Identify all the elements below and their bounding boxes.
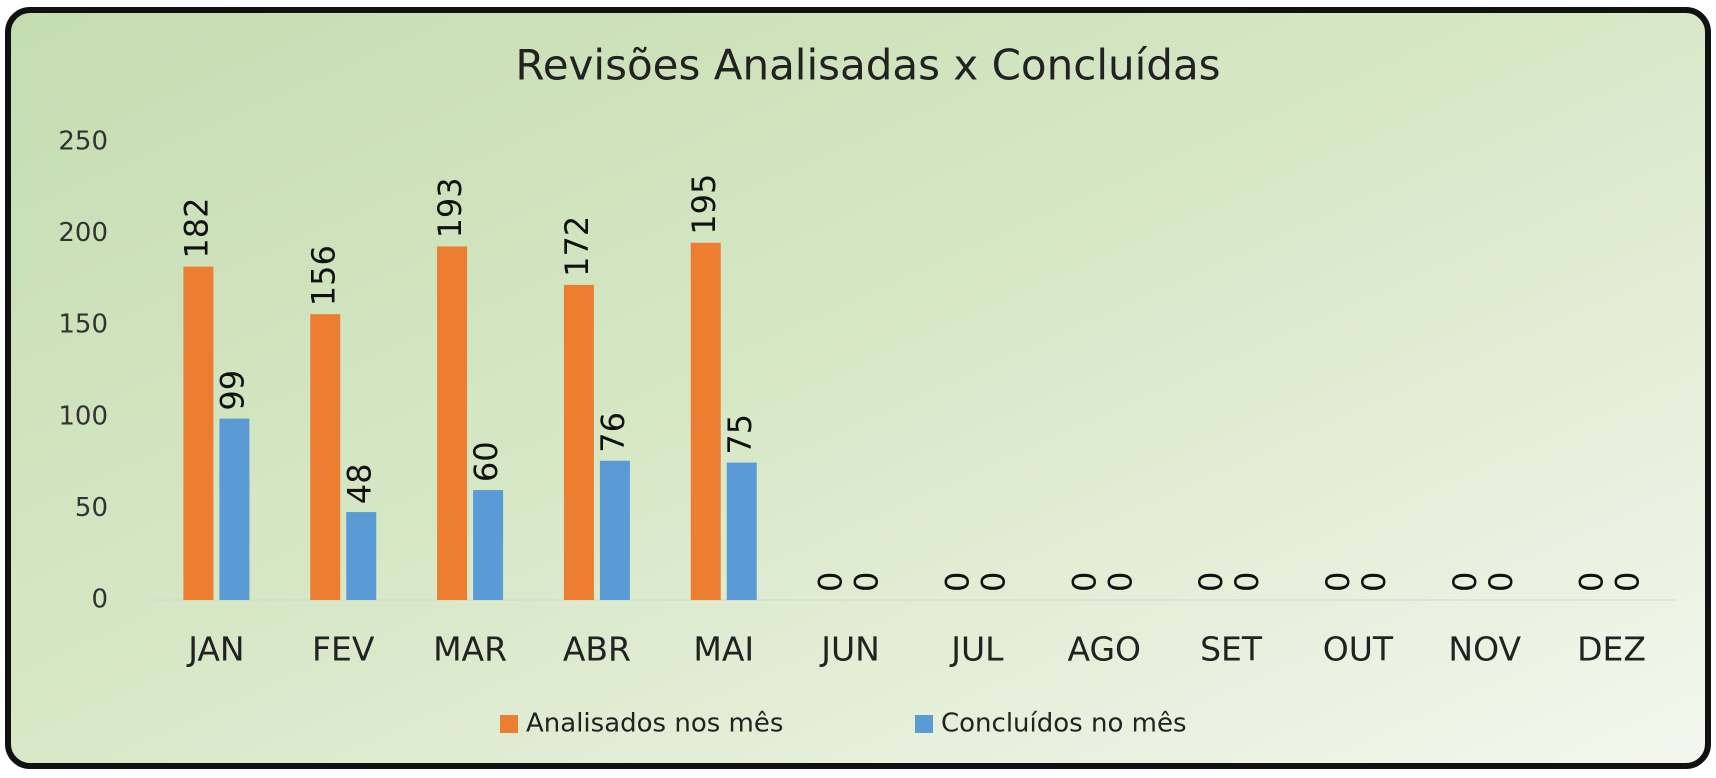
data-label: 182 bbox=[177, 197, 215, 258]
bar bbox=[563, 284, 594, 600]
bar bbox=[183, 266, 214, 600]
data-label: 0 bbox=[974, 572, 1012, 592]
bar bbox=[219, 418, 250, 600]
bar bbox=[599, 460, 630, 600]
chart-frame bbox=[5, 7, 1711, 769]
data-label: 0 bbox=[1228, 572, 1266, 592]
x-tick-label: MAR bbox=[433, 630, 507, 669]
data-label: 75 bbox=[721, 414, 759, 455]
data-label: 0 bbox=[1482, 572, 1520, 592]
data-label: 60 bbox=[467, 441, 505, 482]
x-tick-label: DEZ bbox=[1577, 630, 1646, 669]
x-tick-label: ABR bbox=[563, 630, 631, 669]
data-label: 0 bbox=[848, 572, 886, 592]
data-label: 0 bbox=[1101, 572, 1139, 592]
y-tick-label: 50 bbox=[75, 493, 108, 523]
legend-swatch bbox=[915, 715, 933, 733]
data-label: 99 bbox=[213, 370, 251, 411]
x-tick-label: AGO bbox=[1067, 630, 1141, 669]
data-label: 0 bbox=[1446, 572, 1484, 592]
x-tick-label: MAI bbox=[693, 630, 754, 669]
data-label: 0 bbox=[1192, 572, 1230, 592]
legend-swatch bbox=[500, 715, 518, 733]
data-label: 0 bbox=[1065, 572, 1103, 592]
x-tick-label: OUT bbox=[1323, 630, 1394, 669]
x-tick-label: JUL bbox=[949, 630, 1004, 669]
x-tick-label: JUN bbox=[819, 630, 880, 669]
bar bbox=[310, 314, 341, 600]
data-label: 0 bbox=[1355, 572, 1393, 592]
x-tick-label: FEV bbox=[312, 630, 375, 669]
data-label: 0 bbox=[1573, 572, 1611, 592]
chart-title: Revisões Analisadas x Concluídas bbox=[515, 41, 1220, 90]
y-tick-label: 150 bbox=[58, 310, 108, 340]
y-tick-label: 100 bbox=[58, 401, 108, 431]
data-label: 193 bbox=[431, 177, 469, 238]
y-tick-label: 200 bbox=[58, 218, 108, 248]
data-label: 0 bbox=[1609, 572, 1647, 592]
x-tick-label: NOV bbox=[1448, 630, 1521, 669]
data-label: 156 bbox=[304, 245, 342, 306]
data-label: 0 bbox=[938, 572, 976, 592]
legend-label: Analisados nos mês bbox=[526, 709, 783, 739]
bar bbox=[437, 246, 468, 600]
legend-label: Concluídos no mês bbox=[941, 709, 1187, 739]
data-label: 0 bbox=[812, 572, 850, 592]
bar bbox=[690, 242, 721, 600]
y-tick-label: 250 bbox=[58, 127, 108, 157]
data-label: 0 bbox=[1319, 572, 1357, 592]
data-label: 195 bbox=[685, 174, 723, 235]
bar bbox=[346, 512, 377, 600]
data-label: 76 bbox=[594, 412, 632, 453]
x-tick-label: SET bbox=[1200, 630, 1263, 669]
bar bbox=[473, 490, 504, 600]
x-tick-label: JAN bbox=[186, 630, 244, 669]
bar bbox=[726, 462, 757, 600]
y-tick-label: 0 bbox=[91, 585, 108, 615]
data-label: 172 bbox=[558, 216, 596, 277]
data-label: 48 bbox=[340, 463, 378, 504]
